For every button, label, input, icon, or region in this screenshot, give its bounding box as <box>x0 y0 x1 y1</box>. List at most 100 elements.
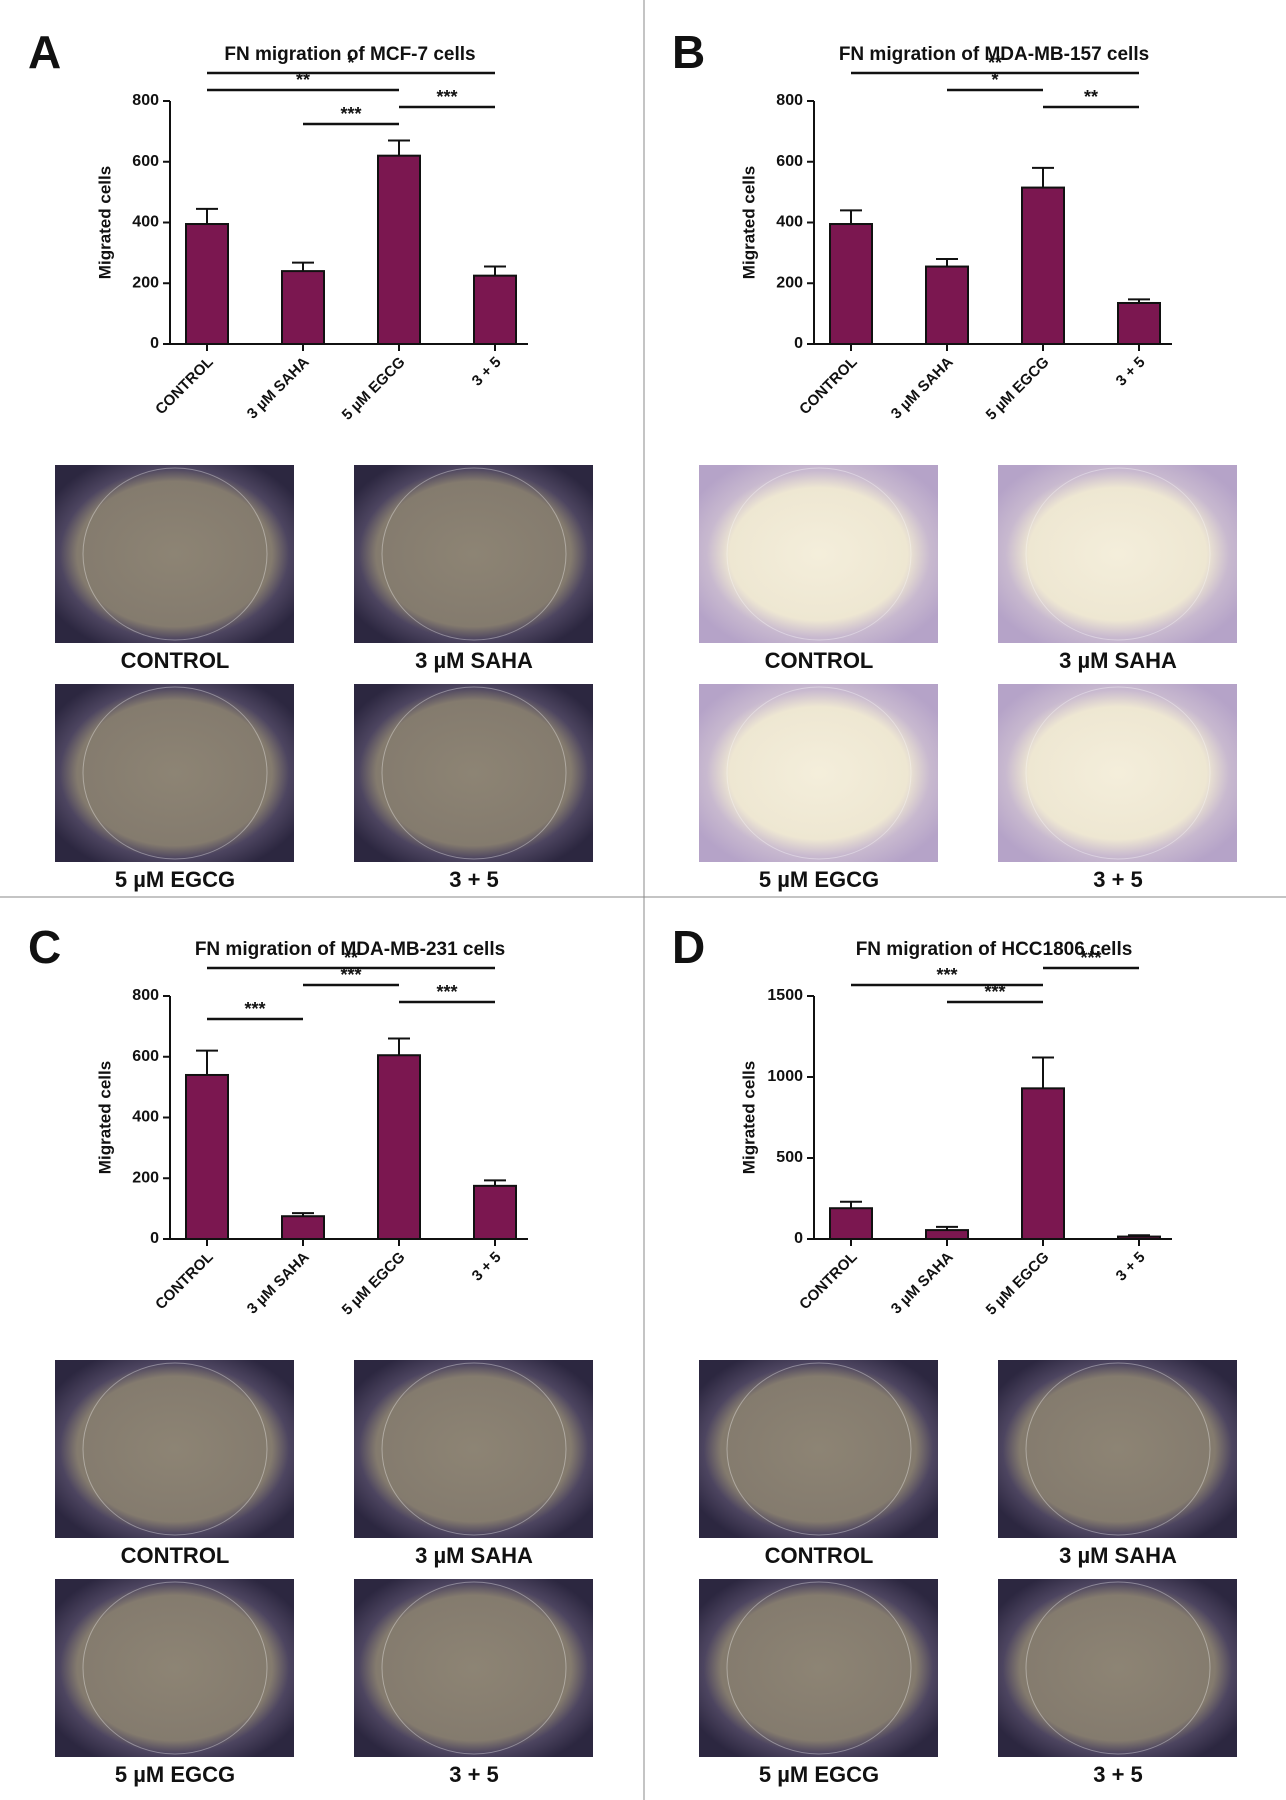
micrograph-ring <box>1025 467 1211 641</box>
micrograph <box>998 465 1237 643</box>
y-tick-label: 200 <box>132 274 159 291</box>
image-caption: 3 + 5 <box>449 867 499 892</box>
bar <box>925 265 969 346</box>
x-tick-label: 3 µM SAHA <box>888 354 957 423</box>
significance-label: ** <box>1084 87 1098 107</box>
bar <box>377 154 421 345</box>
significance-label: *** <box>244 999 265 1019</box>
micrograph-ring <box>1025 686 1211 860</box>
x-tick-label: CONTROL <box>152 354 216 418</box>
micrograph <box>998 684 1237 862</box>
micrograph <box>998 1579 1237 1757</box>
micrograph-ring <box>1025 1362 1211 1536</box>
bar <box>1021 1087 1065 1240</box>
chart-title: FN migration of MDA-MB-231 cells <box>195 939 505 960</box>
x-tick-label: 5 µM EGCG <box>983 354 1053 424</box>
image-caption: CONTROL <box>121 648 230 673</box>
y-tick-label: 400 <box>132 1109 159 1126</box>
bar <box>1117 1235 1161 1240</box>
image-caption: 5 µM EGCG <box>759 867 879 892</box>
micrograph <box>699 1579 938 1757</box>
y-tick-label: 0 <box>794 335 803 352</box>
y-tick-label: 400 <box>776 214 803 231</box>
bar <box>281 270 325 346</box>
y-tick-label: 200 <box>776 274 803 291</box>
bar <box>281 1215 325 1240</box>
micrograph <box>354 465 593 643</box>
micrograph-ring <box>381 1581 567 1755</box>
micrograph-ring <box>381 1362 567 1536</box>
x-tick-label: CONTROL <box>796 354 860 418</box>
bar <box>925 1229 969 1240</box>
bar <box>829 1207 873 1240</box>
significance-label: *** <box>436 982 457 1002</box>
image-caption: CONTROL <box>765 1543 874 1568</box>
y-tick-label: 500 <box>776 1149 803 1166</box>
image-caption: 5 µM EGCG <box>759 1762 879 1787</box>
bar <box>473 1184 517 1240</box>
significance-label: *** <box>436 87 457 107</box>
micrograph-ring <box>726 467 912 641</box>
micrograph <box>699 1360 938 1538</box>
y-tick-label: 1000 <box>767 1068 803 1085</box>
micrograph <box>354 1360 593 1538</box>
y-tick-label: 0 <box>150 335 159 352</box>
micrograph <box>55 1579 294 1757</box>
y-tick-label: 600 <box>776 153 803 170</box>
x-tick-label: 5 µM EGCG <box>339 1249 409 1319</box>
y-axis-label: Migrated cells <box>739 1061 758 1174</box>
y-tick-label: 400 <box>132 214 159 231</box>
y-tick-label: 1500 <box>767 987 803 1004</box>
image-caption: 3 + 5 <box>449 1762 499 1787</box>
bar <box>829 223 873 345</box>
significance-label: *** <box>984 982 1005 1002</box>
micrograph-ring <box>82 1362 268 1536</box>
image-caption: 5 µM EGCG <box>115 867 235 892</box>
micrograph <box>55 1360 294 1538</box>
image-caption: CONTROL <box>765 648 874 673</box>
bar <box>1021 186 1065 345</box>
micrograph-ring <box>726 1362 912 1536</box>
y-axis-label: Migrated cells <box>739 166 758 279</box>
significance-label: *** <box>936 965 957 985</box>
x-tick-label: 3 µM SAHA <box>888 1249 957 1318</box>
y-axis-label: Migrated cells <box>95 1061 114 1174</box>
y-axis-label: Migrated cells <box>95 166 114 279</box>
micrograph-ring <box>726 1581 912 1755</box>
x-tick-label: 3 + 5 <box>1113 354 1149 390</box>
image-caption: 3 µM SAHA <box>1059 648 1177 673</box>
micrograph-ring <box>82 686 268 860</box>
image-caption: 3 µM SAHA <box>415 648 533 673</box>
micrograph <box>998 1360 1237 1538</box>
x-tick-label: 3 µM SAHA <box>244 1249 313 1318</box>
panel-label: D <box>672 921 705 973</box>
micrograph-ring <box>381 467 567 641</box>
bar <box>473 274 517 345</box>
significance-label: * <box>347 53 354 73</box>
x-tick-label: 3 + 5 <box>469 1249 505 1285</box>
bar <box>1117 301 1161 345</box>
micrograph <box>699 684 938 862</box>
image-caption: 3 µM SAHA <box>415 1543 533 1568</box>
y-tick-label: 600 <box>132 153 159 170</box>
micrograph-ring <box>381 686 567 860</box>
chart-title: FN migration of MDA-MB-157 cells <box>839 44 1149 65</box>
x-tick-label: CONTROL <box>152 1249 216 1313</box>
image-caption: 3 + 5 <box>1093 867 1143 892</box>
y-tick-label: 0 <box>150 1230 159 1247</box>
micrograph-ring <box>726 686 912 860</box>
y-tick-label: 600 <box>132 1048 159 1065</box>
image-caption: 3 µM SAHA <box>1059 1543 1177 1568</box>
micrograph <box>55 684 294 862</box>
significance-label: *** <box>1080 948 1101 968</box>
x-tick-label: 3 µM SAHA <box>244 354 313 423</box>
significance-label: ** <box>988 53 1002 73</box>
y-tick-label: 800 <box>132 987 159 1004</box>
micrograph-ring <box>1025 1581 1211 1755</box>
x-tick-label: 5 µM EGCG <box>983 1249 1053 1319</box>
significance-label: *** <box>340 965 361 985</box>
panel-label: B <box>672 26 705 78</box>
micrograph <box>354 1579 593 1757</box>
bar <box>185 223 229 345</box>
